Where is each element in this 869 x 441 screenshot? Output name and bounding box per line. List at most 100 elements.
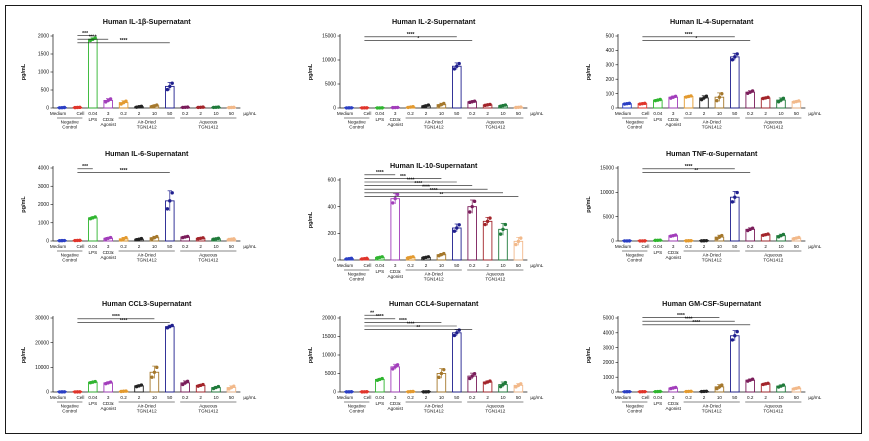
data-point [393, 196, 397, 201]
data-point [365, 390, 369, 394]
x-tick-label: 0.04 [653, 244, 662, 249]
data-point [704, 238, 709, 243]
x-tick-label: 10 [152, 244, 158, 249]
data-point [437, 375, 441, 380]
data-point [452, 333, 457, 338]
x-tick-label: Medium [337, 263, 354, 268]
y-axis-label: pg/mL [21, 346, 27, 363]
x-tick-label: 50 [732, 395, 738, 400]
data-point [658, 97, 662, 102]
group-label: LPS [88, 117, 97, 122]
group-label: TGN1412 [137, 258, 157, 263]
y-tick-label: 10000 [600, 190, 614, 196]
chart-panel-3: Human IL-4-Supernatant pg/mL 0 100 200 300 400… [586, 17, 822, 130]
figure-frame: Human IL-1β-Supernatant pg/mL 0 500 1000 1500… [5, 5, 862, 434]
data-point [735, 329, 739, 334]
data-point [468, 210, 472, 214]
data-point [424, 390, 428, 394]
data-point [498, 384, 503, 389]
chart-title: Human IL-1β-Supernatant [103, 17, 191, 26]
x-tick-label: 10 [500, 111, 506, 116]
data-point [653, 389, 658, 394]
significance-stars: **** [430, 188, 438, 194]
data-point [391, 201, 395, 205]
group-label: Control [349, 409, 364, 414]
significance-stars: **** [677, 313, 685, 319]
data-point [168, 199, 172, 203]
y-tick-label: 1000 [38, 70, 49, 76]
group-label: TGN1412 [485, 125, 505, 130]
data-point [730, 200, 735, 204]
group-label: Air-Dried [138, 404, 157, 409]
data-point [503, 222, 508, 227]
x-tick-label: 0.2 [182, 395, 189, 400]
x-tick-label: 0.2 [469, 111, 476, 116]
significance-stars: **** [685, 32, 693, 38]
data-point [702, 389, 706, 394]
data-point [62, 105, 67, 110]
y-axis-label: pg/mL [21, 196, 27, 213]
data-point [232, 237, 236, 241]
x-tick-label: 3 [394, 111, 397, 116]
x-tick-label: 3 [107, 111, 110, 116]
data-point [720, 92, 724, 96]
data-point [232, 105, 236, 110]
data-point [658, 238, 662, 242]
chart-title: Human IL-2-Supernatant [392, 17, 476, 26]
chart-panel-7: Human CCL3-Supernatantpg/mL0100002000030… [21, 299, 257, 414]
data-point [638, 390, 642, 394]
data-point [715, 236, 719, 241]
data-point [344, 390, 349, 394]
significance-stars: **** [685, 317, 693, 323]
data-point [442, 101, 446, 106]
data-point [653, 238, 658, 243]
y-tick-label: 1500 [38, 52, 49, 58]
x-tick-label: 0.2 [469, 395, 476, 400]
data-point [766, 95, 770, 100]
group-label: CD3ε [390, 401, 401, 406]
data-point [656, 389, 660, 394]
x-tick-label: 10 [717, 111, 723, 116]
y-tick-label: 3000 [603, 345, 614, 351]
unit-label: µg/mL [243, 395, 256, 400]
data-point [733, 55, 737, 59]
data-point [347, 390, 351, 394]
x-tick-label: 10 [717, 244, 723, 249]
data-point [391, 367, 395, 371]
group-label: CD3ε [103, 401, 114, 406]
data-point [216, 384, 221, 389]
x-tick-label: Medium [615, 244, 632, 249]
y-tick-label: 4000 [603, 331, 614, 337]
x-tick-label: 3 [394, 263, 397, 268]
significance-stars: * [695, 36, 697, 42]
x-tick-label: 2 [199, 244, 202, 249]
group-label: Control [627, 125, 642, 130]
bar [730, 56, 740, 109]
data-point [472, 372, 477, 376]
data-point [717, 95, 722, 99]
data-point [62, 238, 67, 243]
data-point [78, 238, 82, 243]
data-point [73, 105, 77, 110]
x-tick-label: 10 [152, 111, 158, 116]
x-tick-label: 50 [229, 244, 235, 249]
x-tick-label: 50 [454, 111, 460, 116]
data-point [689, 389, 693, 393]
chart-panel-1: Human IL-1β-Supernatant pg/mL 0 500 1000 1500… [21, 17, 257, 130]
x-tick-label: 3 [107, 244, 110, 249]
x-tick-label: 50 [794, 244, 800, 249]
data-point [750, 377, 755, 381]
x-tick-label: Medium [615, 111, 632, 116]
data-point [781, 232, 786, 237]
data-point [658, 389, 662, 394]
data-point [704, 389, 709, 393]
unit-label: µg/mL [530, 395, 543, 400]
data-point [503, 380, 508, 385]
data-point [201, 105, 205, 109]
y-tick-label: 300 [606, 63, 615, 69]
group-label: Control [627, 258, 642, 263]
data-point [625, 390, 629, 394]
data-point [181, 382, 185, 387]
y-tick-label: 10000 [322, 353, 336, 359]
group-label: Agonist [388, 274, 404, 279]
